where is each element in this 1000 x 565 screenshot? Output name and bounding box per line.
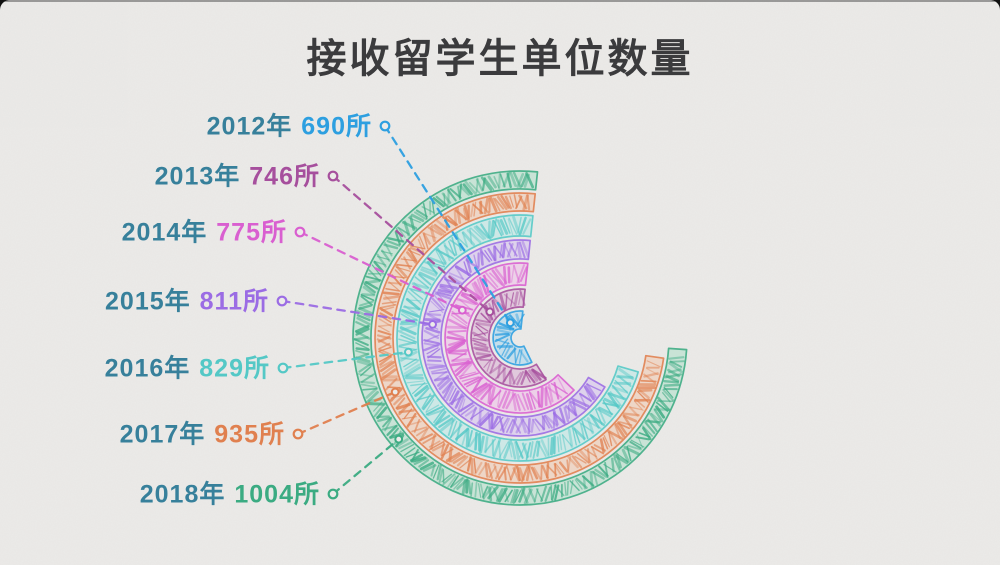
leader-line-2015年 <box>276 295 438 329</box>
leader-line-2018年 <box>327 434 404 500</box>
year-label-2017: 2017年 <box>119 420 206 449</box>
ring-arc-2017年 <box>374 192 665 484</box>
leader-line-2014年 <box>294 226 467 315</box>
leader-line-2017年 <box>292 387 400 440</box>
ring-arc-2018年 <box>352 170 688 506</box>
label-row-2013: 2013年 746所 <box>155 157 320 193</box>
year-label-2013: 2013年 <box>154 162 241 191</box>
label-row-2014: 2014年 775所 <box>122 213 287 249</box>
year-label-2018: 2018年 <box>139 480 226 509</box>
year-label-2016: 2016年 <box>104 354 191 383</box>
value-label-2013: 746所 <box>249 162 320 191</box>
value-label-2014: 775所 <box>216 218 287 247</box>
label-row-2017: 2017年 935所 <box>120 415 285 451</box>
chart-title: 接收留学生单位数量 <box>306 37 694 81</box>
label-row-2018: 2018年 1004所 <box>140 475 320 511</box>
leader-lines-group <box>276 120 515 500</box>
value-label-2018: 1004所 <box>234 480 320 509</box>
ring-arc-2016年 <box>396 214 640 462</box>
label-row-2012: 2012年 690所 <box>207 107 372 143</box>
label-row-2016: 2016年 829所 <box>105 349 270 385</box>
value-label-2012: 690所 <box>301 112 372 141</box>
leader-line-2016年 <box>277 347 413 374</box>
value-label-2015: 811所 <box>199 287 269 316</box>
value-label-2016: 829所 <box>199 354 270 383</box>
year-label-2014: 2014年 <box>121 218 208 247</box>
ring-arc-2012年 <box>492 310 533 366</box>
leader-line-2013年 <box>327 170 495 317</box>
ring-arc-2015年 <box>421 239 606 437</box>
year-label-2015: 2015年 <box>105 287 191 316</box>
label-row-2015: 2015年 811所 <box>105 282 269 318</box>
leader-line-2012年 <box>379 120 515 328</box>
value-label-2017: 935所 <box>214 420 285 449</box>
year-label-2012: 2012年 <box>206 112 293 141</box>
